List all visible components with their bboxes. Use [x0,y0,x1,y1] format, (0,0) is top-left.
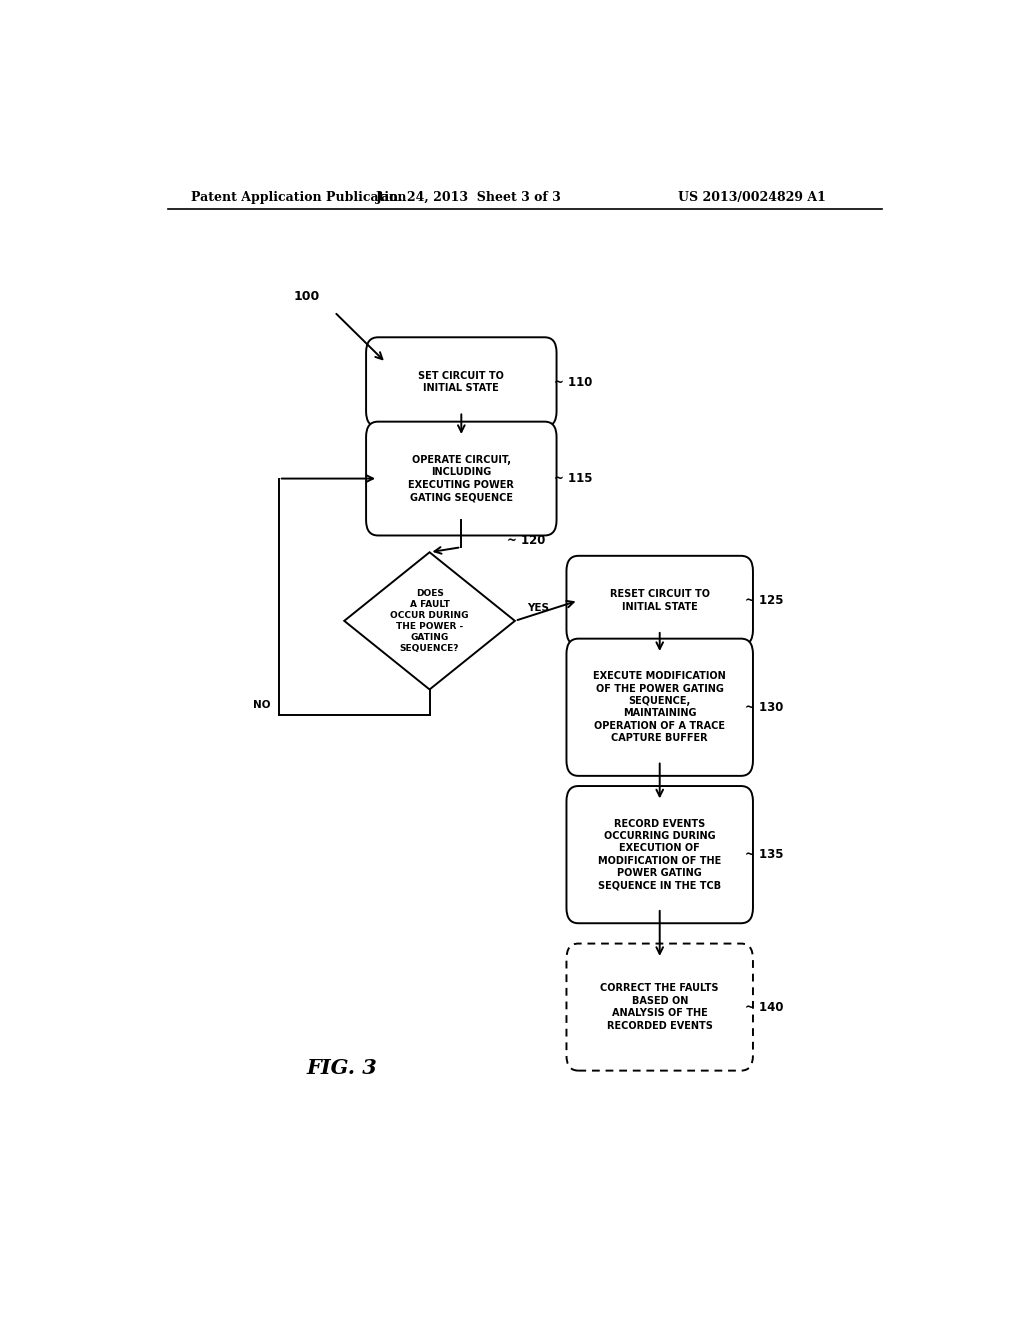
Text: DOES
A FAULT
OCCUR DURING
THE POWER -
GATING
SEQUENCE?: DOES A FAULT OCCUR DURING THE POWER - GA… [390,589,469,653]
Text: US 2013/0024829 A1: US 2013/0024829 A1 [679,190,826,203]
Text: NO: NO [253,700,270,710]
FancyBboxPatch shape [566,944,753,1071]
Text: RESET CIRCUIT TO
INITIAL STATE: RESET CIRCUIT TO INITIAL STATE [609,589,710,611]
Text: ~ 125: ~ 125 [745,594,783,607]
Text: ~ 135: ~ 135 [745,849,783,861]
FancyBboxPatch shape [566,785,753,923]
Text: 100: 100 [294,290,319,304]
Text: ~ 115: ~ 115 [554,473,593,484]
Text: SET CIRCUIT TO
INITIAL STATE: SET CIRCUIT TO INITIAL STATE [419,371,504,393]
Text: Jan. 24, 2013  Sheet 3 of 3: Jan. 24, 2013 Sheet 3 of 3 [377,190,562,203]
Text: RECORD EVENTS
OCCURRING DURING
EXECUTION OF
MODIFICATION OF THE
POWER GATING
SEQ: RECORD EVENTS OCCURRING DURING EXECUTION… [598,818,721,891]
FancyBboxPatch shape [367,421,557,536]
Text: ~ 110: ~ 110 [554,375,593,388]
Text: YES: YES [526,603,549,612]
FancyBboxPatch shape [566,639,753,776]
Text: EXECUTE MODIFICATION
OF THE POWER GATING
SEQUENCE,
MAINTAINING
OPERATION OF A TR: EXECUTE MODIFICATION OF THE POWER GATING… [593,672,726,743]
Text: FIG. 3: FIG. 3 [307,1059,378,1078]
Text: ~ 120: ~ 120 [507,533,546,546]
Text: Patent Application Publication: Patent Application Publication [191,190,407,203]
Text: CORRECT THE FAULTS
BASED ON
ANALYSIS OF THE
RECORDED EVENTS: CORRECT THE FAULTS BASED ON ANALYSIS OF … [600,983,719,1031]
FancyBboxPatch shape [367,338,557,426]
Polygon shape [344,552,515,689]
Text: ~ 130: ~ 130 [745,701,783,714]
Text: OPERATE CIRCUIT,
INCLUDING
EXECUTING POWER
GATING SEQUENCE: OPERATE CIRCUIT, INCLUDING EXECUTING POW… [409,455,514,502]
Text: ~ 140: ~ 140 [745,1001,783,1014]
FancyBboxPatch shape [566,556,753,645]
